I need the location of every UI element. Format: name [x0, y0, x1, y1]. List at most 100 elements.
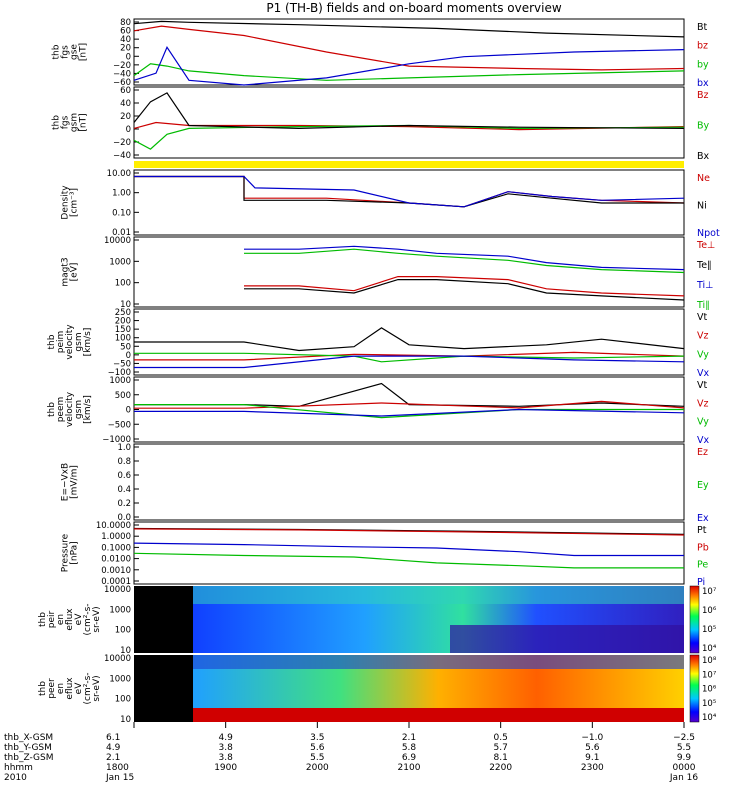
y-tick-label: 250 — [115, 308, 131, 318]
series-bx-line — [133, 46, 685, 86]
y-axis-label-line: thb — [38, 681, 48, 696]
y-tick-label: 1000 — [109, 674, 131, 684]
y-tick-label: 0.6 — [117, 471, 131, 481]
colorbar-peir — [689, 585, 700, 654]
y-axis-label: E=−VxB[mV/m] — [61, 463, 80, 501]
y-axis-label-line: thb — [38, 612, 48, 627]
panel-frame — [133, 86, 685, 159]
spectrogram-low-energy-band — [450, 625, 684, 653]
y-tick-label: 10.00 — [107, 169, 131, 179]
series-Vz-line — [134, 400, 685, 409]
y-axis-label: Pressure[nPa] — [61, 533, 80, 572]
series-Ti⊥-line — [244, 245, 685, 271]
chart-title: P1 (TH-B) fields and on-board moments ov… — [266, 1, 562, 15]
ephemeris-value: Jan 16 — [669, 773, 698, 783]
y-tick-label: −40 — [113, 69, 131, 79]
status-bar — [134, 161, 684, 168]
y-tick-label: 0.0010 — [101, 566, 131, 576]
y-tick-label: 10000 — [104, 654, 131, 664]
y-axis-label-line: (cm²-s- — [83, 672, 93, 704]
y-axis-label-line: peer — [47, 678, 57, 699]
y-tick-label: −1000 — [102, 435, 131, 445]
y-axis-label-line: en — [56, 683, 66, 694]
series-Bt-line — [133, 20, 685, 38]
y-axis-label-line: gse — [70, 44, 80, 60]
series-Pe-line — [133, 552, 684, 569]
series-bz-line — [133, 25, 685, 71]
spectrogram-gap — [134, 655, 193, 722]
series-Vy-line — [134, 404, 684, 419]
y-axis-label-line: fgs — [61, 45, 71, 59]
y-axis-label-line: thb — [52, 115, 62, 130]
colorbar-tick-label: 10⁶ — [702, 685, 717, 695]
y-tick-label: 10.0000 — [96, 521, 131, 531]
legend-By: By — [697, 121, 710, 132]
y-axis-label-line: [eV] — [70, 263, 80, 282]
y-axis-label-line: eV — [74, 682, 84, 695]
y-axis-label-line: [cm⁻³] — [70, 188, 80, 217]
colorbar-tick-label: 10⁵ — [702, 699, 716, 709]
y-axis-label-line: gsm — [74, 400, 84, 419]
y-axis-label-line: magt3 — [61, 257, 71, 286]
legend-Npot: Npot — [697, 228, 720, 239]
y-tick-label: 200 — [115, 317, 131, 327]
y-tick-label: −50 — [113, 359, 131, 369]
ephemeris-value: −2.5 — [673, 733, 695, 743]
panel-fgs_gsm: 60 40 20 0 −20 −40 thbfgsgsm[nT] Bz By Bx — [52, 86, 710, 162]
ephemeris-value: 2200 — [489, 763, 512, 773]
legend-Vy: Vy — [697, 349, 709, 360]
y-axis-label-line: sr-eV) — [92, 606, 102, 632]
ephemeris-value: 0.5 — [494, 733, 508, 743]
y-tick-label: 0.1000 — [101, 543, 131, 553]
y-tick-label: 0.4 — [117, 485, 131, 495]
panel-peer_spectrogram: 10000 1000 100 10 thbpeerenefluxeV(cm²-s-sr-… — [38, 654, 139, 725]
y-tick-label: 150 — [115, 325, 131, 335]
panel-temperature: 10000 1000 100 10 magt3[eV] Te⊥ Te∥ Ti⊥ Ti∥ — [61, 236, 716, 311]
peer-spectrogram — [134, 655, 684, 722]
y-axis-label-line: [km/s] — [83, 328, 93, 357]
legend-Bz: Bz — [697, 90, 709, 101]
y-tick-label: 20 — [120, 112, 131, 122]
series-Vt-line — [134, 327, 685, 352]
ephemeris-value: 5.7 — [494, 743, 508, 753]
y-tick-label: −500 — [108, 420, 131, 430]
legend-Pe: Pe — [697, 560, 708, 571]
legend-Vx: Vx — [697, 368, 709, 379]
ephemeris-row-label: 2010 — [4, 773, 27, 783]
y-axis-label-line: thb — [47, 402, 57, 417]
legend-Vt: Vt — [697, 380, 707, 391]
y-tick-label: 0.01 — [112, 228, 131, 238]
colorbar-peer — [689, 654, 700, 723]
y-axis-label-line: peem — [56, 397, 66, 423]
y-tick-label: 0.8 — [117, 457, 131, 467]
legend-Te∥: Te∥ — [696, 260, 712, 271]
legend-Vy: Vy — [697, 417, 709, 428]
y-tick-label: 1.00 — [112, 189, 131, 199]
legend-Te⊥: Te⊥ — [696, 240, 715, 251]
y-axis-label-line: velocity — [65, 391, 75, 427]
y-tick-label: 0.2 — [117, 499, 131, 509]
series-Ne-line — [134, 175, 685, 208]
panel-peem_velocity: 1000 500 0 −500 −1000 thbpeemvelocitygsm[km/s… — [47, 376, 709, 446]
colorbar-tick-label: 10⁷ — [702, 587, 717, 597]
y-axis-label-line: en — [56, 614, 66, 625]
ephemeris-value: 5.5 — [677, 743, 691, 753]
y-axis-label-line: [nT] — [79, 113, 89, 131]
legend-Bt: Bt — [697, 22, 708, 33]
y-tick-label: 80 — [120, 18, 131, 28]
y-axis-label-line: gsm — [70, 113, 80, 132]
legend-Pt: Pt — [697, 525, 707, 536]
series-Vz-line — [134, 351, 685, 361]
y-tick-label: 100 — [115, 279, 131, 289]
y-axis-label: magt3[eV] — [61, 257, 80, 286]
series-Bz-line — [133, 121, 685, 131]
y-axis-label-line: fgs — [61, 115, 71, 129]
legend-Vz: Vz — [697, 398, 709, 409]
ephemeris-value: Jan 15 — [105, 773, 134, 783]
y-tick-label: 0 — [126, 351, 131, 361]
y-tick-label: 10 — [120, 646, 131, 656]
y-tick-label: 10 — [120, 715, 131, 725]
